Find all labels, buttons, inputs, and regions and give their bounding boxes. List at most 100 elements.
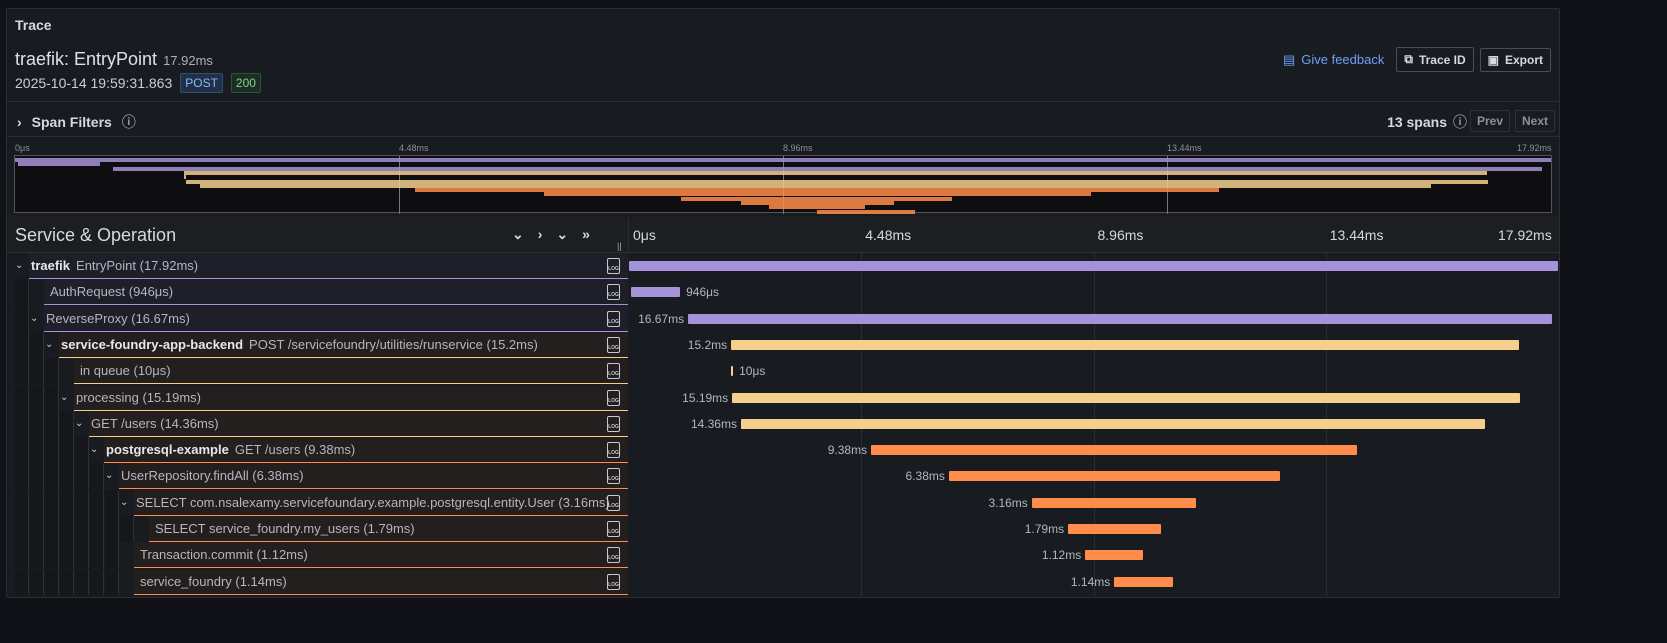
span-bar[interactable] <box>1085 550 1144 561</box>
minimap-span <box>112 166 1542 171</box>
span-bar[interactable] <box>732 392 1520 403</box>
log-icon[interactable]: LOG <box>607 442 620 459</box>
span-row[interactable]: SELECT service_foundry.my_users (1.79ms)… <box>7 516 1559 542</box>
collapse-all-icon[interactable]: ⌄ <box>556 226 569 242</box>
log-icon[interactable]: LOG <box>607 547 620 564</box>
span-label: in queue (10μs) <box>74 358 628 385</box>
tree-indent-guide <box>45 463 59 490</box>
span-row[interactable]: ⌄ GET /users (14.36ms) LOG 14.36ms <box>7 410 1559 437</box>
log-icon[interactable]: LOG <box>607 415 620 432</box>
operation-name: GET /users (14.36ms) <box>91 415 219 431</box>
timeline-tick: 13.44ms <box>1329 227 1384 243</box>
chevron-right-icon: › <box>17 114 22 130</box>
span-duration-label: 3.16ms <box>988 495 1028 510</box>
span-row[interactable]: ⌄ UserRepository.findAll (6.38ms) LOG 6.38m… <box>7 463 1559 490</box>
span-bar[interactable] <box>740 418 1486 429</box>
span-row[interactable]: service_foundry (1.14ms) LOG 1.14ms <box>7 568 1559 595</box>
log-icon[interactable]: LOG <box>607 494 620 511</box>
span-label: service_foundry (1.14ms) <box>134 568 628 595</box>
log-icon[interactable]: LOG <box>607 521 620 537</box>
span-bar[interactable] <box>631 287 681 298</box>
tree-indent-guide <box>45 542 59 569</box>
chevron-down-icon[interactable]: ⌄ <box>60 391 69 403</box>
expand-one-icon[interactable]: › <box>537 226 543 242</box>
log-icon[interactable]: LOG <box>607 284 620 301</box>
minimap-span <box>543 192 1091 197</box>
span-filters-toggle[interactable]: › Span Filters ⓘ <box>17 114 136 130</box>
log-icon[interactable]: LOG <box>607 310 620 327</box>
log-icon[interactable]: LOG <box>607 573 620 590</box>
span-label: Transaction.commit (1.12ms) <box>134 542 628 569</box>
span-bar[interactable] <box>1068 524 1161 534</box>
tree-indent-guide <box>45 358 59 385</box>
copy-icon: ⧉ <box>1404 52 1413 66</box>
tree-indent-guide <box>15 410 29 437</box>
export-button[interactable]: ▣ Export <box>1479 47 1551 72</box>
tree-indent-guide <box>60 516 74 542</box>
trace-minimap[interactable] <box>14 155 1552 214</box>
span-name-cell: ⌄ processing (15.19ms) LOG <box>7 384 628 411</box>
span-row[interactable]: ⌄ processing (15.19ms) LOG 15.19ms <box>7 384 1559 411</box>
minimap-span <box>18 162 100 167</box>
chevron-down-icon[interactable]: ⌄ <box>30 312 39 324</box>
minimap-span <box>183 175 186 180</box>
span-bar[interactable] <box>1031 497 1196 508</box>
tree-indent-guide <box>105 542 119 569</box>
collapse-one-icon[interactable]: ⌄ <box>512 226 524 242</box>
span-label: ⌄ SELECT com.nsalexamy.servicefoundary.ex… <box>120 489 628 516</box>
tree-indent-guide <box>15 358 29 385</box>
trace-id-button[interactable]: ⧉ Trace ID <box>1396 47 1474 72</box>
minimap-tick: 8.96ms <box>783 143 813 153</box>
next-button[interactable]: Next <box>1514 110 1555 132</box>
span-bar[interactable] <box>731 366 734 377</box>
tree-indent-guide <box>60 463 74 490</box>
log-icon[interactable]: LOG <box>607 389 620 406</box>
span-text: in queue (10μs) <box>74 363 171 378</box>
span-bar[interactable] <box>1114 576 1174 587</box>
tree-indent-guide <box>60 437 74 464</box>
span-bar[interactable] <box>948 471 1280 482</box>
tree-indent-guide <box>30 384 44 411</box>
span-bar[interactable] <box>871 445 1358 456</box>
span-bar[interactable] <box>629 261 1558 271</box>
span-bar[interactable] <box>688 313 1553 324</box>
minimap-span <box>200 183 1431 188</box>
tree-indent-guide <box>75 516 89 542</box>
log-icon[interactable]: LOG <box>607 336 620 353</box>
chevron-down-icon[interactable]: ⌄ <box>90 444 99 456</box>
span-bar[interactable] <box>731 339 1520 350</box>
span-name-cell: ⌄ SELECT com.nsalexamy.servicefoundary.ex… <box>7 489 628 516</box>
span-label: ⌄ traefik EntryPoint (17.92ms) <box>15 253 628 279</box>
chevron-down-icon[interactable]: ⌄ <box>75 417 84 429</box>
span-duration-label: 1.12ms <box>1041 548 1082 563</box>
span-row[interactable]: ⌄ traefik EntryPoint (17.92ms) LOG <box>7 253 1559 279</box>
chevron-down-icon[interactable]: ⌄ <box>105 470 114 482</box>
tree-indent-guide <box>30 437 44 464</box>
span-text: processing (15.19ms) <box>74 390 201 405</box>
column-resize-handle[interactable]: || <box>617 241 622 251</box>
log-icon[interactable]: LOG <box>607 363 620 380</box>
span-row[interactable]: AuthRequest (946μs) LOG 946μs <box>7 279 1559 306</box>
chevron-down-icon[interactable]: ⌄ <box>15 260 24 271</box>
chevron-down-icon[interactable]: ⌄ <box>120 496 129 508</box>
prev-button[interactable]: Prev <box>1469 110 1510 132</box>
span-row[interactable]: ⌄ SELECT com.nsalexamy.servicefoundary.ex… <box>7 489 1559 516</box>
minimap-tick: 4.48ms <box>399 143 429 153</box>
operation-name: SELECT com.nsalexamy.servicefoundary.exa… <box>136 494 610 510</box>
tree-indent-guide <box>75 463 89 490</box>
minimap-tick: 0μs <box>15 143 30 153</box>
chevron-down-icon[interactable]: ⌄ <box>45 338 54 350</box>
give-feedback-link[interactable]: ▤ Give feedback <box>1282 51 1385 68</box>
span-text: SELECT com.nsalexamy.servicefoundary.exa… <box>134 495 610 510</box>
span-row[interactable]: ⌄ postgresql-example GET /users (9.38ms) LO… <box>7 437 1559 464</box>
span-row[interactable]: ⌄ ReverseProxy (16.67ms) LOG 16.67ms <box>7 305 1559 332</box>
log-icon[interactable]: LOG <box>607 258 620 274</box>
span-duration-label: 15.2ms <box>687 337 728 352</box>
log-icon[interactable]: LOG <box>607 468 620 485</box>
span-row[interactable]: in queue (10μs) LOG 10μs <box>7 358 1559 385</box>
span-label: ⌄ service-foundry-app-backend POST /servic… <box>45 331 628 358</box>
expand-all-icon[interactable]: » <box>582 226 590 242</box>
span-row[interactable]: ⌄ service-foundry-app-backend POST /servic… <box>7 331 1559 358</box>
span-row[interactable]: Transaction.commit (1.12ms) LOG 1.12ms <box>7 542 1559 569</box>
span-text: GET /users (14.36ms) <box>89 416 219 431</box>
